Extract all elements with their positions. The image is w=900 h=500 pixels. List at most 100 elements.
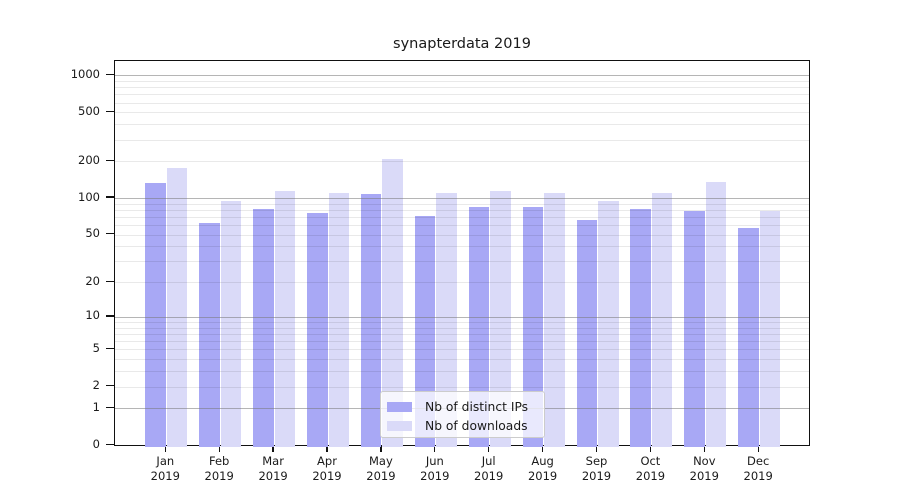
bar-feb-ips [199, 223, 220, 447]
bars-layer [115, 61, 809, 447]
bar-nov-downloads [705, 181, 727, 447]
minor-gridline [115, 203, 809, 205]
x-tick-label: Apr 2019 [299, 454, 355, 483]
x-tick-year: 2019 [150, 468, 180, 483]
minor-gridline [115, 246, 809, 248]
bar-aug-downloads [544, 193, 565, 447]
y-tick-label: 20 [85, 273, 100, 288]
bar-jun-ips [414, 216, 436, 447]
x-tick-month: Jul [481, 454, 496, 468]
bar-jan-downloads [166, 168, 188, 447]
minor-gridline [115, 359, 809, 361]
y-tick-mark [106, 384, 114, 387]
y-tick-mark [106, 347, 114, 350]
minor-gridline [115, 209, 809, 211]
minor-gridline [115, 386, 809, 388]
bar-jan-ips [145, 183, 166, 447]
grid-layer [115, 61, 809, 445]
chart-title: synapterdata 2019 [393, 36, 531, 52]
x-tick-mark [434, 446, 436, 452]
x-tick-month: Dec [747, 454, 770, 468]
y-tick-label: 5 [92, 340, 100, 355]
x-tick-month: Nov [693, 454, 716, 468]
x-tick-year: 2019 [420, 468, 450, 483]
y-tick-mark [106, 110, 114, 113]
minor-gridline [115, 80, 809, 82]
bar-may-ips [360, 194, 382, 447]
bar-apr-downloads [328, 193, 349, 447]
plot-area [114, 60, 810, 447]
y-tick-mark [106, 315, 114, 317]
x-tick-mark [326, 446, 328, 452]
bar-dec-downloads [759, 211, 781, 447]
x-tick-label: Sep 2019 [569, 454, 625, 483]
legend: Nb of distinct IPs Nb of downloads [380, 391, 545, 438]
x-tick-label: Jan 2019 [137, 454, 193, 483]
x-tick-month: Apr [317, 454, 337, 468]
x-tick-mark [164, 446, 166, 452]
y-tick-mark [106, 443, 114, 446]
y-tick-mark [106, 159, 114, 161]
y-tick-label: 100 [78, 189, 100, 204]
x-tick-label: Jun 2019 [407, 454, 463, 483]
minor-gridline [115, 282, 809, 284]
y-tick-label: 1000 [70, 66, 100, 81]
x-tick-year: 2019 [527, 468, 558, 483]
y-tick-label: 1 [92, 399, 100, 414]
y-tick-mark [106, 196, 114, 198]
bar-jun-downloads [436, 193, 457, 447]
y-tick-label: 10 [85, 308, 100, 323]
minor-gridline [115, 161, 809, 163]
x-tick-year: 2019 [474, 468, 504, 483]
bar-mar-ips [253, 209, 274, 447]
legend-item: Nb of distinct IPs [381, 397, 544, 416]
y-tick-label: 2 [92, 378, 100, 393]
minor-gridline [115, 334, 809, 336]
bar-dec-ips [738, 227, 759, 447]
x-tick-mark [757, 446, 759, 452]
x-tick-mark [272, 446, 274, 452]
x-tick-year: 2019 [689, 468, 719, 483]
bar-sep-downloads [598, 201, 619, 447]
x-tick-mark [703, 446, 705, 452]
legend-label: Nb of distinct IPs [425, 399, 529, 414]
x-tick-month: Jan [156, 454, 175, 468]
x-tick-label: May 2019 [353, 454, 409, 483]
x-tick-year: 2019 [581, 468, 612, 483]
minor-gridline [115, 87, 809, 89]
minor-gridline [115, 327, 809, 329]
y-tick-label: 500 [78, 103, 100, 118]
y-tick-mark [106, 406, 114, 409]
bar-aug-ips [522, 206, 544, 447]
x-tick-year: 2019 [258, 468, 288, 483]
legend-swatch [387, 401, 412, 412]
x-tick-label: Aug 2019 [515, 454, 571, 483]
minor-gridline [115, 371, 809, 373]
x-tick-month: Jun [425, 454, 444, 468]
minor-gridline [115, 234, 809, 236]
x-tick-month: Oct [640, 454, 661, 468]
x-tick-label: Mar 2019 [245, 454, 301, 483]
bar-feb-downloads [220, 200, 242, 447]
x-tick-mark [649, 446, 652, 452]
minor-gridline [115, 124, 809, 126]
minor-gridline [115, 261, 809, 263]
minor-gridline [115, 217, 809, 219]
x-tick-mark [595, 446, 598, 452]
bar-apr-ips [307, 212, 328, 447]
major-gridline [115, 75, 809, 77]
major-gridline [115, 316, 809, 318]
x-tick-label: Feb 2019 [191, 454, 247, 483]
x-tick-month: Aug [531, 454, 554, 468]
minor-gridline [115, 102, 809, 104]
bar-oct-ips [630, 208, 651, 447]
minor-gridline [115, 341, 809, 343]
y-tick-label: 200 [78, 152, 100, 167]
bar-jul-ips [468, 207, 490, 447]
x-tick-mark [218, 446, 220, 452]
x-tick-label: Jul 2019 [461, 454, 517, 483]
x-tick-month: Sep [585, 454, 608, 468]
bar-nov-ips [684, 211, 705, 447]
bar-oct-downloads [651, 192, 673, 447]
